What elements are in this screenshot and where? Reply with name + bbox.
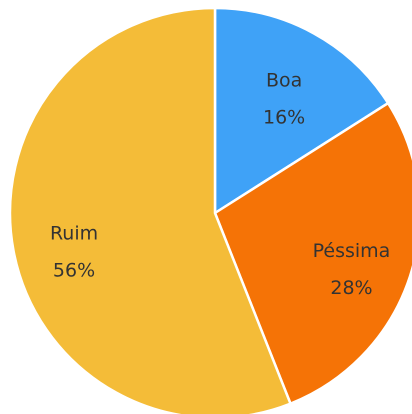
slice-label: Péssima — [313, 240, 391, 262]
pie-slice — [213, 6, 390, 216]
slice-label: Ruim — [50, 222, 98, 244]
slice-label: Boa — [266, 70, 302, 92]
slice-value-label: 16% — [263, 107, 305, 129]
pie-slice — [213, 101, 412, 406]
slice-value-label: 28% — [330, 277, 372, 299]
slice-value-label: 56% — [53, 259, 95, 281]
pie-slice — [8, 6, 293, 414]
